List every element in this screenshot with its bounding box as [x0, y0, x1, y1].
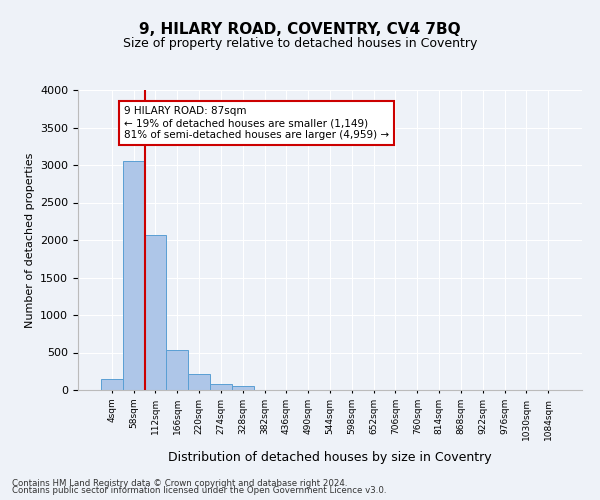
- Bar: [123, 161, 145, 390]
- Text: Contains public sector information licensed under the Open Government Licence v3: Contains public sector information licen…: [12, 486, 386, 495]
- Bar: [210, 384, 232, 390]
- Text: 9, HILARY ROAD, COVENTRY, CV4 7BQ: 9, HILARY ROAD, COVENTRY, CV4 7BQ: [139, 22, 461, 38]
- Bar: [188, 374, 210, 390]
- Text: Size of property relative to detached houses in Coventry: Size of property relative to detached ho…: [123, 38, 477, 51]
- Bar: [166, 350, 188, 390]
- Text: 9 HILARY ROAD: 87sqm
← 19% of detached houses are smaller (1,149)
81% of semi-de: 9 HILARY ROAD: 87sqm ← 19% of detached h…: [124, 106, 389, 140]
- Bar: [232, 386, 254, 390]
- Bar: [145, 235, 166, 390]
- Text: Contains HM Land Registry data © Crown copyright and database right 2024.: Contains HM Land Registry data © Crown c…: [12, 478, 347, 488]
- Bar: [101, 379, 123, 390]
- Y-axis label: Number of detached properties: Number of detached properties: [25, 152, 35, 328]
- X-axis label: Distribution of detached houses by size in Coventry: Distribution of detached houses by size …: [168, 451, 492, 464]
